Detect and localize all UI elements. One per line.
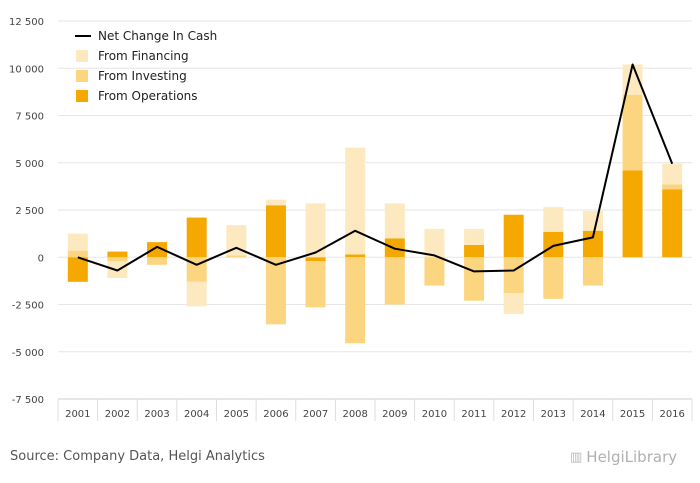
bar-from-financing-2006 (265, 199, 286, 206)
bar-from-investing-2005 (226, 255, 247, 258)
x-tick-label: 2010 (422, 409, 447, 420)
bar-from-financing-2001 (67, 233, 88, 251)
bar-from-operations-2013 (543, 231, 564, 258)
bar-from-financing-2005 (226, 225, 247, 256)
legend-swatch-from-financing (76, 50, 88, 62)
bar-from-operations-2011 (464, 244, 485, 258)
bar-from-operations-2015 (622, 170, 643, 258)
x-tick-label: 2007 (303, 409, 328, 420)
y-tick-label: 2 500 (15, 206, 44, 217)
bar-from-operations-2008 (345, 254, 366, 258)
legend: Net Change In Cash From Financing From Inv… (75, 29, 217, 103)
bar-from-investing-2009 (384, 257, 405, 305)
legend-label-net-change-in-cash: Net Change In Cash (98, 29, 217, 43)
x-tick-label: 2004 (184, 409, 209, 420)
bar-from-operations-2014 (582, 230, 603, 258)
bar-from-operations-2002 (107, 251, 128, 258)
bar-from-investing-2012 (503, 257, 524, 294)
bar-from-investing-2002 (107, 257, 128, 262)
legend-label-from-investing: From Investing (98, 69, 187, 83)
y-tick-label: -2 500 (12, 301, 44, 312)
x-tick-label: 2015 (620, 409, 645, 420)
bar-from-investing-2014 (582, 257, 603, 286)
x-axis: 2001 2002 2003 2004 2005 2006 2007 2008 2009 2010… (57, 398, 693, 421)
y-tick-label: -7 500 (12, 395, 44, 406)
legend-swatch-from-operations (76, 90, 88, 102)
y-tick-label: -5 000 (12, 348, 44, 359)
x-tick-label: 2013 (541, 409, 566, 420)
bar-from-investing-2015 (622, 94, 643, 171)
brand-logo: ▥ HelgiLibrary (570, 448, 677, 466)
y-tick-label: 7 500 (15, 112, 44, 123)
y-tick-label: 12 500 (9, 17, 44, 28)
bar-from-operations-2004 (186, 217, 207, 258)
library-icon: ▥ (570, 449, 583, 465)
bar-from-investing-2016 (662, 184, 683, 190)
brand-name: HelgiLibrary (586, 448, 678, 466)
x-tick-label: 2001 (65, 409, 90, 420)
bar-from-operations-2016 (662, 189, 683, 258)
bar-from-investing-2008 (345, 257, 366, 344)
bar-from-investing-2011 (464, 257, 485, 301)
legend-label-from-operations: From Operations (98, 89, 198, 103)
bar-from-financing-2010 (424, 228, 445, 258)
bars (67, 64, 683, 344)
bar-from-investing-2013 (543, 257, 564, 299)
bar-from-investing-2003 (147, 257, 168, 265)
bar-from-financing-2016 (662, 163, 683, 185)
legend-label-from-financing: From Financing (98, 49, 189, 63)
bar-from-operations-2006 (265, 205, 286, 258)
bar-from-financing-2013 (543, 207, 564, 232)
bar-from-financing-2007 (305, 203, 326, 258)
bar-from-operations-2012 (503, 214, 524, 258)
y-tick-label: 0 (38, 253, 44, 264)
bar-from-financing-2008 (345, 147, 366, 255)
y-tick-label: 5 000 (15, 159, 44, 170)
y-tick-label: 10 000 (9, 64, 44, 75)
net-change-line (77, 63, 674, 273)
x-tick-label: 2016 (659, 409, 684, 420)
bar-from-financing-2004 (186, 281, 207, 307)
x-tick-label: 2002 (105, 409, 130, 420)
bar-from-financing-2012 (503, 293, 524, 314)
x-tick-label: 2008 (342, 409, 367, 420)
x-tick-label: 2005 (224, 409, 249, 420)
bar-from-financing-2011 (464, 228, 485, 245)
net-change-line-group (77, 63, 674, 273)
y-axis: -7 500 -5 000 -2 500 0 2 500 5 000 7 500 10 000… (9, 17, 44, 406)
x-tick-label: 2014 (580, 409, 605, 420)
bar-from-operations-2001 (67, 257, 88, 282)
legend-swatch-from-investing (76, 70, 88, 82)
bar-from-investing-2007 (305, 261, 326, 308)
x-tick-label: 2003 (144, 409, 169, 420)
x-tick-label: 2011 (461, 409, 486, 420)
bar-from-operations-2003 (147, 242, 168, 258)
bar-from-investing-2001 (67, 250, 88, 258)
x-tick-label: 2009 (382, 409, 407, 420)
x-tick-label: 2012 (501, 409, 526, 420)
source-note: Source: Company Data, Helgi Analytics (10, 449, 265, 464)
chart: 2001 2002 2003 2004 2005 2006 2007 2008 2009 2010… (9, 17, 693, 421)
bar-from-investing-2010 (424, 257, 445, 286)
bar-from-operations-2007 (305, 257, 326, 262)
bar-from-financing-2014 (582, 210, 603, 231)
x-tick-label: 2006 (263, 409, 288, 420)
bar-from-financing-2009 (384, 203, 405, 239)
bar-from-investing-2006 (265, 257, 286, 325)
